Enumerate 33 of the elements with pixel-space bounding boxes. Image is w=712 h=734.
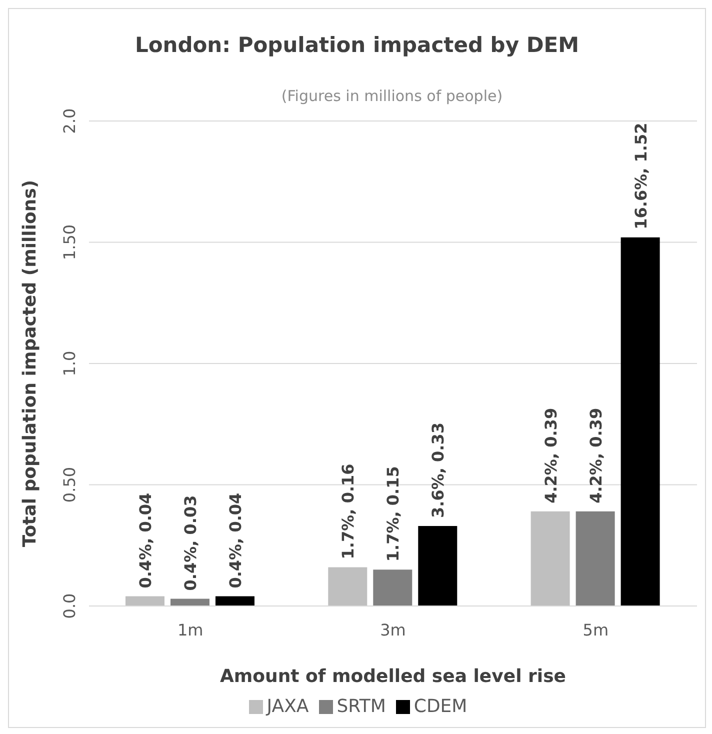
bar [328,567,368,606]
legend-label: JAXA [266,696,309,717]
y-tick-label: 2.0 [60,108,79,134]
data-label: 16.6%, 1.52 [631,122,650,230]
bar [620,237,660,606]
y-tick-label: 1.50 [60,224,79,260]
data-label: 4.2%, 0.39 [541,408,560,504]
data-label: 1.7%, 0.15 [384,466,403,562]
y-axis-title: Total population impacted (millions) [19,180,40,548]
bar [576,511,615,606]
data-label: 0.4%, 0.04 [226,492,245,588]
bar [170,598,210,606]
data-label: 1.7%, 0.16 [338,464,358,560]
bar [125,596,164,606]
data-label: 3.6%, 0.33 [428,422,448,518]
y-tick-label: 0.50 [60,466,79,503]
bar [530,511,570,606]
legend-label: SRTM [336,696,386,717]
bar [418,526,458,606]
data-label: 0.4%, 0.04 [136,492,155,588]
legend-label: CDEM [414,696,468,717]
x-axis-title: Amount of modelled sea level rise [220,666,566,687]
chart-subtitle: (Figures in millions of people) [280,87,504,105]
y-tick-label: 1.0 [60,350,79,376]
x-tick-label: 1m [177,620,204,640]
data-label: 4.2%, 0.39 [586,408,606,504]
y-tick-label: 0.0 [60,593,79,619]
bar [215,596,254,606]
x-tick-label: 5m [582,620,609,640]
chart-title: London: Population impacted by DEM [134,33,580,57]
data-label: 0.4%, 0.03 [180,495,200,591]
x-tick-label: 3m [380,620,406,640]
bar [373,570,412,606]
